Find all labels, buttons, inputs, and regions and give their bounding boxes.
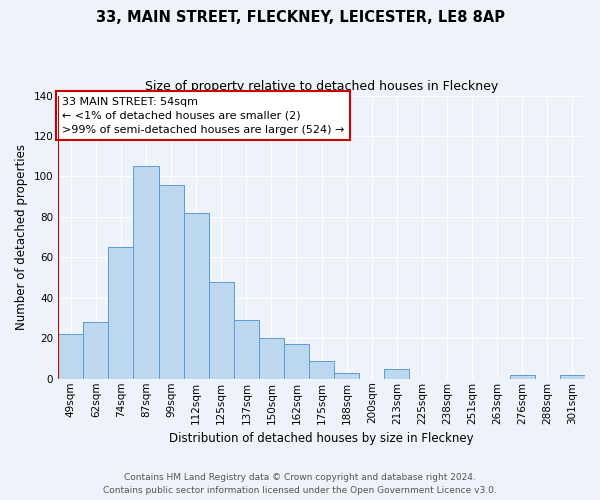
Bar [560,374,585,379]
X-axis label: Distribution of detached houses by size in Fleckney: Distribution of detached houses by size … [169,432,474,445]
Text: 33 MAIN STREET: 54sqm
← <1% of detached houses are smaller (2)
>99% of semi-deta: 33 MAIN STREET: 54sqm ← <1% of detached … [62,97,344,135]
Bar [334,372,359,379]
Bar [385,368,409,379]
Bar [234,320,259,379]
Text: 33, MAIN STREET, FLECKNEY, LEICESTER, LE8 8AP: 33, MAIN STREET, FLECKNEY, LEICESTER, LE… [95,10,505,25]
Bar [109,248,133,379]
Bar [309,360,334,379]
Bar [209,282,234,379]
Bar [259,338,284,379]
Bar [58,334,83,379]
Text: Contains HM Land Registry data © Crown copyright and database right 2024.
Contai: Contains HM Land Registry data © Crown c… [103,474,497,495]
Bar [284,344,309,379]
Bar [510,374,535,379]
Bar [83,322,109,379]
Title: Size of property relative to detached houses in Fleckney: Size of property relative to detached ho… [145,80,498,93]
Bar [158,184,184,379]
Y-axis label: Number of detached properties: Number of detached properties [15,144,28,330]
Bar [133,166,158,379]
Bar [184,213,209,379]
